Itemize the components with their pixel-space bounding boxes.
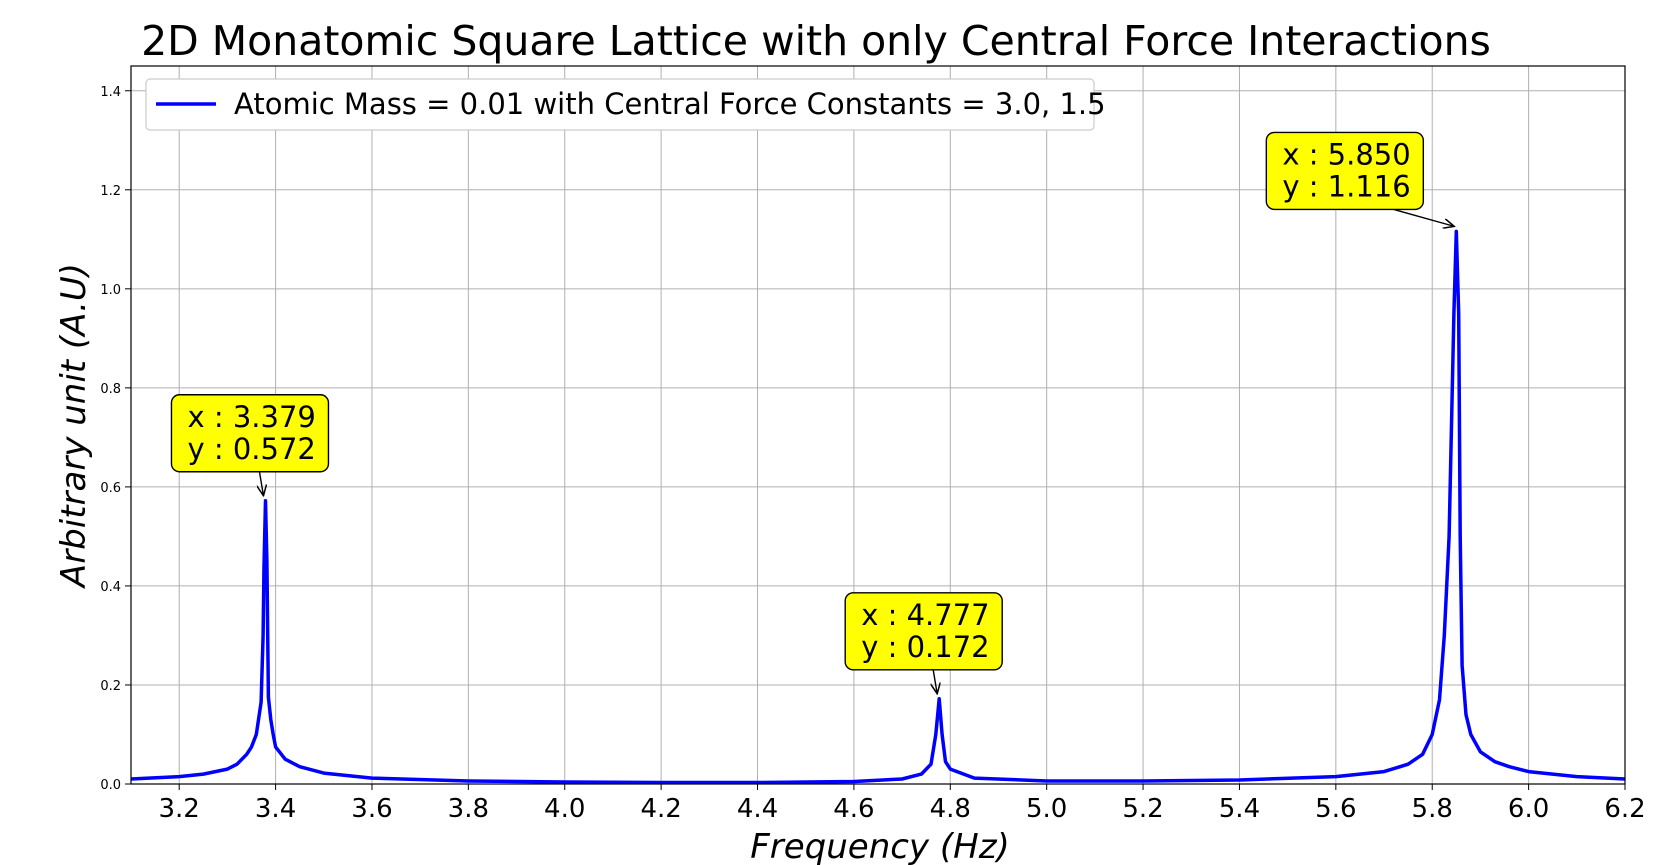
annotation-x-label: x : 5.850 (1282, 137, 1410, 171)
y-tick-label: 0.0 (100, 778, 121, 793)
y-tick-label: 1.2 (100, 184, 121, 199)
x-tick-label: 4.4 (737, 794, 778, 824)
legend-frame (145, 78, 1095, 131)
x-axis-ticks: 3.2 3.4 3.6 3.8 4.0 4.2 4.4 4.6 4.8 5.0 5.2 5.4 5.6 5… (159, 784, 1646, 824)
annotation-box (844, 592, 1003, 671)
annotation-arrow (259, 471, 263, 496)
legend-entry-label: Atomic Mass = 0.01 with Central Force Co… (234, 87, 1106, 121)
y-tick-label: 0.6 (100, 481, 121, 496)
x-tick-label: 4.0 (544, 794, 585, 824)
x-tick-label: 5.0 (1026, 794, 1067, 824)
y-tick-label: 0.2 (100, 679, 121, 694)
x-tick-label: 3.4 (255, 794, 296, 824)
y-tick-label: 0.4 (100, 580, 121, 595)
chart-title: 2D Monatomic Square Lattice with only Ce… (141, 17, 1491, 65)
x-tick-label: 5.8 (1412, 794, 1453, 824)
annotation-y-label: y : 0.572 (187, 432, 315, 466)
x-tick-label: 5.6 (1315, 794, 1356, 824)
y-tick-label: 1.0 (100, 283, 121, 298)
annotation-y-label: y : 1.116 (1282, 169, 1410, 203)
y-tick-label: 0.8 (100, 382, 121, 397)
x-tick-label: 5.4 (1219, 794, 1260, 824)
y-axis-label: Arbitrary unit (A.U) (54, 263, 94, 589)
y-axis-ticks: 0.0 0.2 0.4 0.6 0.8 1.0 1.2 1.4 (100, 85, 131, 793)
annotation-x-label: x : 3.379 (187, 400, 315, 434)
annotation-arrow (1393, 208, 1454, 226)
x-tick-label: 6.2 (1604, 794, 1645, 824)
x-tick-label: 4.8 (930, 794, 971, 824)
annotation-box (1265, 131, 1425, 211)
series-layer (130, 229, 1626, 785)
annotation-y-label: y : 0.172 (861, 630, 989, 664)
x-tick-label: 3.2 (159, 794, 200, 824)
series-line (130, 229, 1626, 785)
annotation-x-label: x : 4.777 (861, 598, 989, 632)
y-tick-label: 1.4 (100, 85, 121, 100)
x-tick-label: 5.2 (1122, 794, 1163, 824)
plot-frame (130, 65, 1626, 785)
x-tick-label: 3.6 (351, 794, 392, 824)
x-tick-label: 3.8 (448, 794, 489, 824)
annotation-arrow (933, 669, 937, 694)
x-tick-label: 6.0 (1508, 794, 1549, 824)
annotation-box (170, 394, 330, 473)
x-axis-label: Frequency (Hz) (750, 827, 1010, 865)
legend: Atomic Mass = 0.01 with Central Force Co… (145, 78, 1106, 131)
x-tick-label: 4.6 (833, 794, 874, 824)
x-tick-label: 4.2 (640, 794, 681, 824)
